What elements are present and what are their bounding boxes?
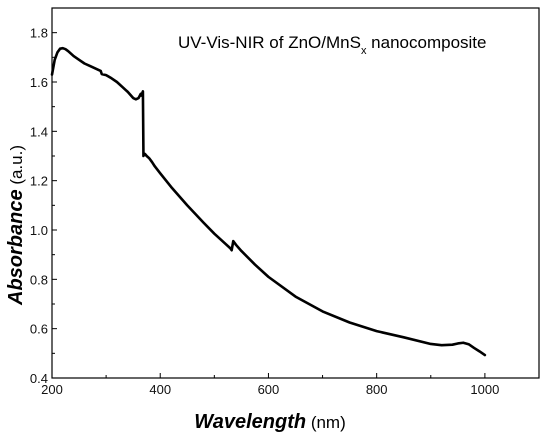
y-tick-label: 1.8	[30, 26, 48, 41]
chart-title-main: UV-Vis-NIR of ZnO/MnS	[178, 33, 361, 52]
y-axis-title: Absorbance (a.u.)	[5, 145, 27, 306]
y-tick-label: 0.8	[30, 272, 48, 287]
y-tick-label: 1.4	[30, 124, 48, 139]
x-tick-label: 1000	[470, 382, 499, 397]
x-tick-label: 600	[258, 382, 280, 397]
x-axis-title-main: Wavelength	[194, 411, 306, 433]
y-tick-label: 1.2	[30, 174, 48, 189]
chart-title-subscript: x	[361, 45, 367, 57]
y-axis-title-unit: (a.u.)	[7, 145, 26, 189]
y-tick-label: 0.4	[30, 371, 48, 386]
plot-frame	[51, 7, 540, 379]
x-axis-title-unit: (nm)	[306, 413, 346, 432]
x-tick-label: 200	[41, 382, 63, 397]
y-tick-label: 1.6	[30, 75, 48, 90]
x-axis-title: Wavelength (nm)	[194, 411, 346, 433]
y-tick-label: 0.6	[30, 322, 48, 337]
plot-line	[50, 46, 487, 357]
chart-title: UV-Vis-NIR of ZnO/MnSx nanocomposite	[178, 33, 486, 57]
y-tick-label: 1.0	[30, 223, 48, 238]
x-tick-label: 800	[366, 382, 388, 397]
chart-title-tail: nanocomposite	[366, 33, 486, 52]
y-axis-title-main: Absorbance	[5, 189, 27, 306]
absorbance-series-line	[50, 46, 487, 357]
x-tick-label: 400	[149, 382, 171, 397]
axes: 200 400 600 800 1000 0.4 0.6 0.8 1.0 1.2 1.4 1.6 1.8	[30, 7, 540, 397]
